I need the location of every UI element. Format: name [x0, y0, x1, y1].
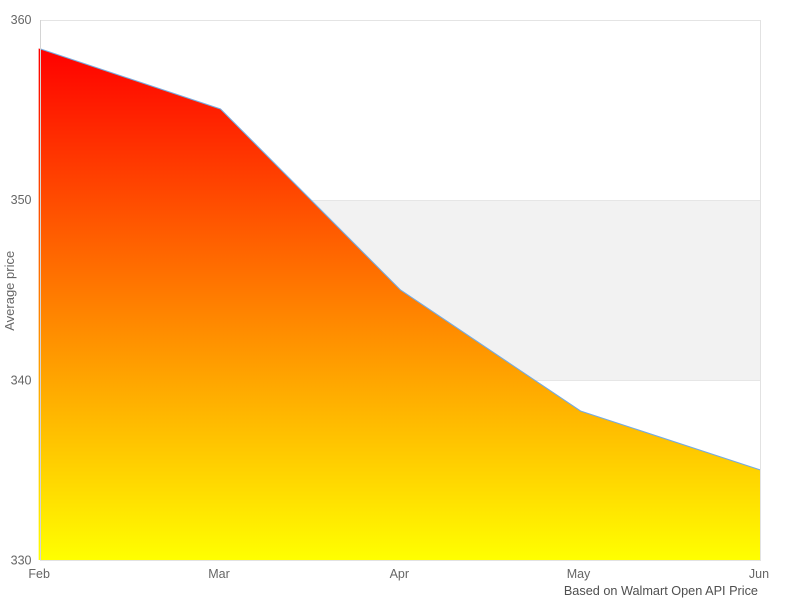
- svg-text:May: May: [567, 567, 591, 581]
- svg-text:Mar: Mar: [208, 567, 230, 581]
- svg-text:Average price: Average price: [2, 251, 17, 331]
- svg-text:360: 360: [11, 13, 32, 27]
- svg-text:340: 340: [11, 374, 32, 388]
- svg-text:Based on Walmart Open API Pric: Based on Walmart Open API Price: [564, 584, 758, 598]
- svg-text:330: 330: [11, 554, 32, 568]
- svg-text:350: 350: [11, 193, 32, 207]
- svg-text:Jun: Jun: [749, 567, 769, 581]
- svg-text:Feb: Feb: [28, 567, 50, 581]
- svg-text:Apr: Apr: [390, 567, 409, 581]
